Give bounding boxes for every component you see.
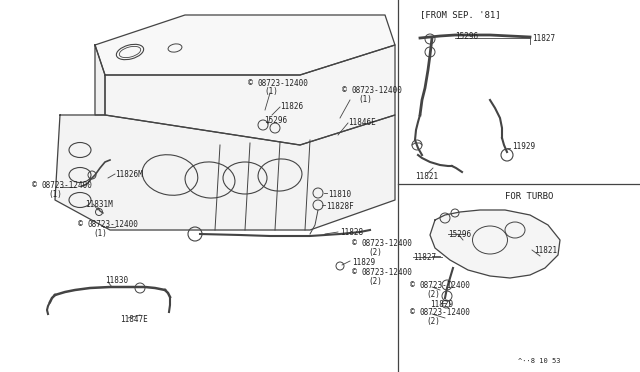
- Text: 11830: 11830: [105, 276, 128, 285]
- Text: (2): (2): [368, 248, 382, 257]
- Text: 15296: 15296: [264, 116, 287, 125]
- Text: (2): (2): [426, 290, 440, 299]
- Text: ©: ©: [410, 280, 415, 289]
- Text: ©: ©: [77, 219, 83, 228]
- Text: (2): (2): [368, 277, 382, 286]
- Text: 08723-12400: 08723-12400: [257, 79, 308, 88]
- Text: 11821: 11821: [415, 172, 438, 181]
- Text: 11821: 11821: [534, 246, 557, 255]
- Text: 11846E: 11846E: [348, 118, 376, 127]
- Text: ©: ©: [33, 180, 38, 189]
- Text: 11828: 11828: [340, 228, 363, 237]
- Text: 15296: 15296: [455, 32, 478, 41]
- Text: ©: ©: [410, 308, 415, 317]
- Text: 11847E: 11847E: [120, 315, 148, 324]
- Text: 08723-12400: 08723-12400: [87, 220, 138, 229]
- Text: ©: ©: [353, 238, 358, 247]
- Text: 11827: 11827: [413, 253, 436, 262]
- Text: 11826: 11826: [280, 102, 303, 111]
- Polygon shape: [95, 45, 105, 115]
- Text: 08723-12400: 08723-12400: [352, 86, 403, 95]
- Text: 11810: 11810: [328, 190, 351, 199]
- Text: 11831M: 11831M: [85, 200, 113, 209]
- Text: (2): (2): [426, 317, 440, 326]
- Text: (1): (1): [93, 229, 107, 238]
- Text: 15296: 15296: [448, 230, 471, 239]
- Text: [FROM SEP. '81]: [FROM SEP. '81]: [420, 10, 500, 19]
- Text: (1): (1): [358, 95, 372, 104]
- Polygon shape: [55, 115, 395, 230]
- Text: (1): (1): [264, 87, 278, 96]
- Text: ©: ©: [248, 78, 253, 87]
- Text: 08723-12400: 08723-12400: [420, 308, 471, 317]
- Text: 11829: 11829: [352, 258, 375, 267]
- Text: ^··8 10 53: ^··8 10 53: [518, 358, 560, 364]
- Text: ©: ©: [353, 267, 358, 276]
- Text: ©: ©: [342, 86, 348, 94]
- Text: FOR TURBO: FOR TURBO: [505, 192, 554, 201]
- Text: 08723-12400: 08723-12400: [362, 268, 413, 277]
- Text: 11828F: 11828F: [326, 202, 354, 211]
- Text: 08723-12400: 08723-12400: [420, 281, 471, 290]
- Text: 08723-12400: 08723-12400: [362, 239, 413, 248]
- Text: 11829: 11829: [430, 300, 453, 309]
- Text: 08723-12400: 08723-12400: [42, 181, 93, 190]
- Polygon shape: [95, 15, 395, 75]
- Polygon shape: [105, 45, 395, 145]
- Text: 11929: 11929: [512, 142, 535, 151]
- Text: 11826M: 11826M: [115, 170, 143, 179]
- Polygon shape: [430, 210, 560, 278]
- Text: 11827: 11827: [532, 34, 555, 43]
- Text: (1): (1): [48, 190, 62, 199]
